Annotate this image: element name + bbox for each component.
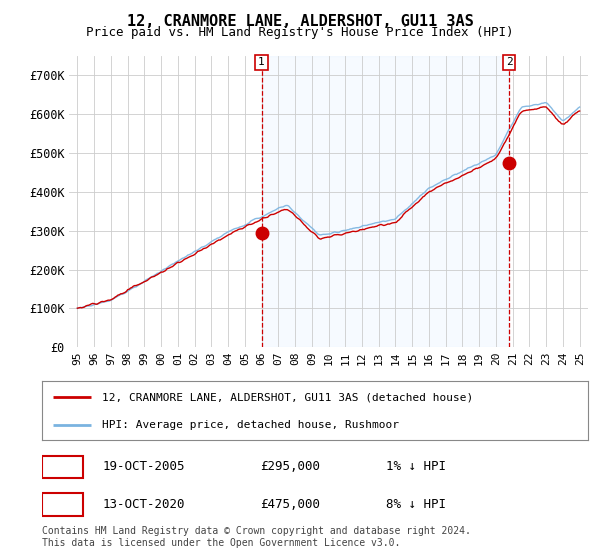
Text: 2: 2 <box>506 58 512 67</box>
Text: Price paid vs. HM Land Registry's House Price Index (HPI): Price paid vs. HM Land Registry's House … <box>86 26 514 39</box>
Bar <box>262 56 509 347</box>
Text: £475,000: £475,000 <box>260 498 320 511</box>
Text: Contains HM Land Registry data © Crown copyright and database right 2024.
This d: Contains HM Land Registry data © Crown c… <box>42 526 471 548</box>
Text: 19-OCT-2005: 19-OCT-2005 <box>102 460 185 473</box>
Text: HPI: Average price, detached house, Rushmoor: HPI: Average price, detached house, Rush… <box>102 420 399 430</box>
Text: 12, CRANMORE LANE, ALDERSHOT, GU11 3AS (detached house): 12, CRANMORE LANE, ALDERSHOT, GU11 3AS (… <box>102 392 473 402</box>
Text: 1% ↓ HPI: 1% ↓ HPI <box>386 460 446 473</box>
Text: 13-OCT-2020: 13-OCT-2020 <box>102 498 185 511</box>
FancyBboxPatch shape <box>42 456 83 478</box>
Text: 8% ↓ HPI: 8% ↓ HPI <box>386 498 446 511</box>
FancyBboxPatch shape <box>42 493 83 516</box>
Text: 12, CRANMORE LANE, ALDERSHOT, GU11 3AS: 12, CRANMORE LANE, ALDERSHOT, GU11 3AS <box>127 14 473 29</box>
Text: 1: 1 <box>59 460 66 473</box>
Text: 2: 2 <box>59 498 66 511</box>
Text: £295,000: £295,000 <box>260 460 320 473</box>
Text: 1: 1 <box>258 58 265 67</box>
